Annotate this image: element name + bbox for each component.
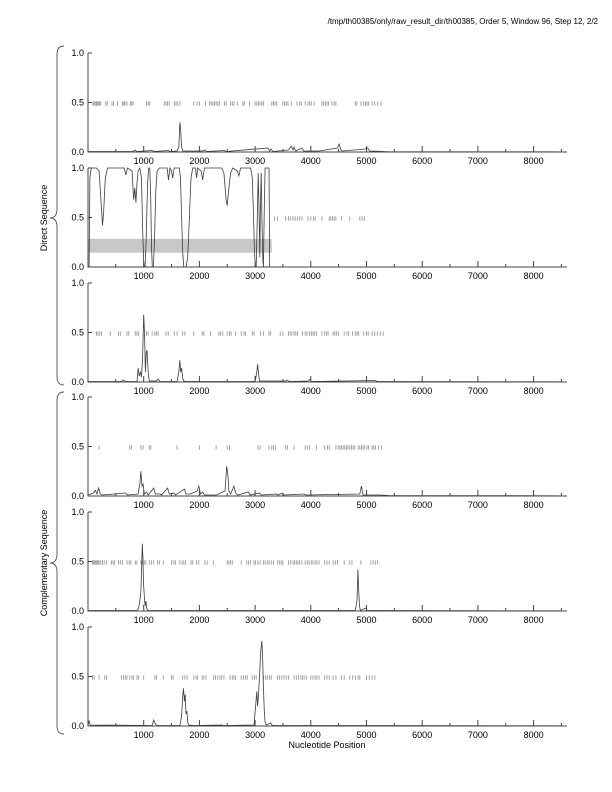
- y-tick-label: 0.5: [71, 557, 84, 567]
- x-tick-label: 7000: [468, 730, 488, 740]
- x-tick-label: 2000: [189, 156, 209, 166]
- y-tick-label: 1.0: [71, 278, 84, 288]
- axes: [87, 282, 567, 382]
- x-tick-label: 1000: [134, 386, 154, 396]
- x-tick-label: 3000: [245, 500, 265, 510]
- x-tick-label: 6000: [412, 615, 432, 625]
- x-tick-label: 5000: [356, 500, 376, 510]
- x-tick-label: 7000: [468, 500, 488, 510]
- y-tick-label: 1.0: [71, 507, 84, 517]
- y-tick-label: 0.0: [71, 262, 84, 272]
- probability-curve: [88, 122, 559, 153]
- x-tick-label: 4000: [301, 386, 321, 396]
- x-tick-label: 2000: [189, 271, 209, 281]
- x-tick-label: 1000: [134, 730, 154, 740]
- x-tick-label: 1000: [134, 271, 154, 281]
- y-tick-label: 1.0: [71, 622, 84, 632]
- x-tick-label: 8000: [524, 730, 544, 740]
- x-tick-label: 6000: [412, 500, 432, 510]
- x-tick-label: 6000: [412, 730, 432, 740]
- y-tick-label: 0.0: [71, 721, 84, 731]
- axes: [87, 626, 567, 727]
- x-tick-label: 4000: [301, 271, 321, 281]
- x-tick-label: 5000: [356, 730, 376, 740]
- direct-group-brace: [49, 45, 65, 386]
- x-tick-label: 2000: [189, 386, 209, 396]
- x-tick-label: 4000: [301, 500, 321, 510]
- x-tick-label: 7000: [468, 386, 488, 396]
- panel-direct-frame-3: 1.0 0.5 0.0 1000 2000 3000 4000 5000 6000 7000 800…: [71, 278, 567, 396]
- y-tick-label: 0.5: [71, 442, 84, 452]
- y-tick-label: 1.0: [71, 392, 84, 402]
- complementary-sequence-label: Complementary Sequence: [39, 509, 49, 617]
- y-tick-label: 1.0: [71, 163, 84, 173]
- probability-curve: [87, 640, 559, 726]
- panel-direct-frame-1: 1.0 0.5 0.0 1000 2000 3000 4000 5000 6000 7000 800…: [71, 48, 567, 166]
- y-tick-label: 0.5: [71, 98, 84, 108]
- y-tick-label: 0.5: [71, 212, 84, 222]
- x-tick-label: 8000: [524, 615, 544, 625]
- threshold-band: [88, 238, 272, 253]
- direct-sequence-label: Direct Sequence: [39, 184, 49, 252]
- x-tick-label: 3000: [245, 730, 265, 740]
- y-tick-label: 0.0: [71, 147, 84, 157]
- y-tick-label: 1.0: [71, 48, 84, 58]
- orf-marks: [92, 560, 379, 565]
- probability-curve: [88, 543, 559, 612]
- axes: [87, 512, 567, 612]
- x-tick-label: 8000: [524, 386, 544, 396]
- probability-curve: [87, 466, 559, 497]
- y-tick-label: 0.5: [71, 327, 84, 337]
- x-tick-label: 2000: [189, 730, 209, 740]
- x-tick-label: 7000: [468, 156, 488, 166]
- x-tick-label: 6000: [412, 271, 432, 281]
- y-tick-label: 0.0: [71, 606, 84, 616]
- x-tick-label: 1000: [134, 615, 154, 625]
- panel-direct-frame-2: 1.0 0.5 0.0 1000 2000 3000 4000 5000 6000 7000 800…: [71, 163, 567, 281]
- complementary-group-brace: [49, 391, 65, 735]
- x-tick-label: 4000: [301, 156, 321, 166]
- x-tick-label: 4000: [301, 730, 321, 740]
- panel-complementary-frame-2: 1.0 0.5 0.0 1000 2000 3000 4000 5000 6000 7000 800…: [71, 507, 567, 625]
- y-tick-label: 0.5: [71, 671, 84, 681]
- x-tick-label: 8000: [524, 271, 544, 281]
- x-tick-label: 3000: [245, 156, 265, 166]
- figure-title: /tmp/th00385/only/raw_result_dir/th00385…: [327, 17, 598, 26]
- y-tick-label: 0.0: [71, 377, 84, 387]
- orf-marks: [95, 330, 384, 336]
- x-tick-label: 4000: [301, 615, 321, 625]
- x-tick-label: 8000: [524, 500, 544, 510]
- x-tick-label: 3000: [245, 615, 265, 625]
- x-tick-label: 8000: [524, 156, 544, 166]
- orf-marks: [92, 675, 376, 680]
- x-tick-label: 7000: [468, 615, 488, 625]
- y-tick-label: 0.0: [71, 491, 84, 501]
- x-tick-label: 6000: [412, 386, 432, 396]
- probability-curve: [88, 314, 559, 382]
- panel-complementary-frame-3: 1.0 0.5 0.0 1000 2000 3000 4000 5000 6000 7000 800…: [71, 622, 567, 740]
- x-tick-label: 3000: [245, 271, 265, 281]
- x-tick-label: 6000: [412, 156, 432, 166]
- x-axis-label: Nucleotide Position: [288, 740, 366, 750]
- x-tick-label: 2000: [189, 615, 209, 625]
- orf-marks: [92, 101, 382, 106]
- x-tick-label: 1000: [134, 156, 154, 166]
- x-tick-label: 1000: [134, 500, 154, 510]
- x-tick-label: 5000: [356, 615, 376, 625]
- orf-marks: [274, 216, 365, 221]
- x-tick-label: 2000: [189, 500, 209, 510]
- x-tick-label: 5000: [356, 271, 376, 281]
- orf-marks: [98, 445, 382, 450]
- x-tick-label: 3000: [245, 386, 265, 396]
- x-tick-label: 5000: [356, 156, 376, 166]
- x-tick-label: 7000: [468, 271, 488, 281]
- panel-complementary-frame-1: 1.0 0.5 0.0 1000 2000 3000 4000 5000 6000 7000 800…: [71, 392, 567, 510]
- x-tick-label: 5000: [356, 386, 376, 396]
- axes: [87, 53, 567, 153]
